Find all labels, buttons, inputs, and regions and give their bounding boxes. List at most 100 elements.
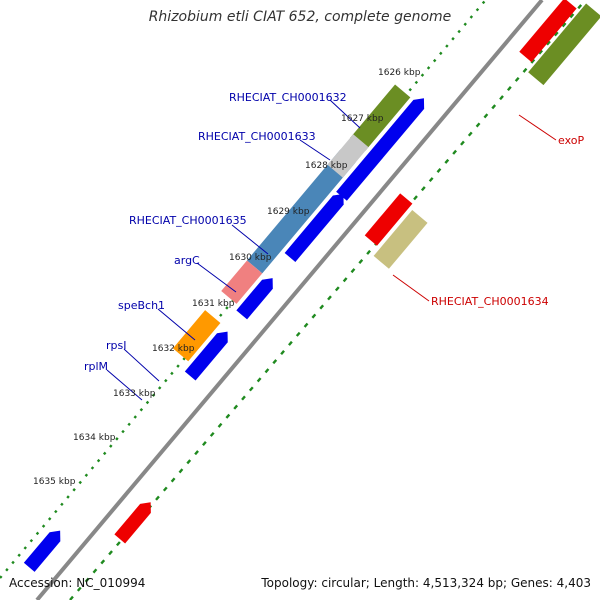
outer-tick bbox=[121, 429, 125, 434]
outer-tick bbox=[426, 66, 431, 70]
genome-backbone bbox=[35, 0, 544, 600]
gene-label: exoP bbox=[558, 134, 584, 147]
inner-tick bbox=[499, 95, 504, 101]
outer-tick bbox=[41, 524, 46, 528]
scale-label: 1631 kbp bbox=[192, 299, 235, 309]
outer-tick bbox=[17, 553, 21, 557]
outer-tick bbox=[84, 473, 89, 477]
scale-label: 1628 kbp bbox=[305, 161, 348, 171]
cds-arrow bbox=[284, 193, 344, 262]
leader-line bbox=[157, 308, 196, 341]
outer-tick bbox=[457, 29, 461, 34]
inner-tick bbox=[319, 304, 325, 310]
inner-tick bbox=[334, 286, 340, 292]
inner-tick bbox=[428, 177, 434, 183]
inner-tick bbox=[155, 495, 160, 501]
gene-label: argC bbox=[174, 254, 200, 267]
inner-tick bbox=[460, 140, 465, 146]
inner-tick bbox=[162, 486, 168, 492]
scale-label: 1627 kbp bbox=[341, 114, 384, 124]
inner-tick bbox=[444, 158, 450, 164]
scale-label: 1626 kbp bbox=[378, 68, 421, 78]
inner-tick bbox=[420, 186, 426, 192]
outer-tick bbox=[35, 531, 40, 536]
outer-tick bbox=[414, 80, 419, 85]
outer-tick bbox=[96, 458, 101, 463]
gene-label: rplM bbox=[84, 360, 108, 373]
outer-tick bbox=[420, 73, 425, 77]
inner-tick bbox=[225, 413, 231, 419]
inner-tick bbox=[514, 76, 520, 82]
gene-bar-rheciat-ch0001632 bbox=[349, 84, 411, 151]
gene-bar-rpsi bbox=[221, 260, 263, 304]
outer-tick bbox=[408, 87, 412, 92]
outer-tick bbox=[115, 437, 119, 441]
cds-arrow bbox=[23, 530, 61, 572]
outer-tick bbox=[133, 415, 137, 419]
outer-tick bbox=[66, 495, 70, 499]
inner-tick bbox=[342, 277, 348, 283]
outer-tick bbox=[145, 400, 150, 405]
outer-tick bbox=[170, 371, 174, 376]
outer-tick bbox=[11, 560, 15, 565]
inner-tick bbox=[491, 104, 497, 110]
outer-tick bbox=[157, 386, 162, 390]
outer-tick bbox=[0, 575, 3, 579]
genome-info-text: Topology: circular; Length: 4,513,324 bp… bbox=[261, 576, 591, 590]
inner-tick bbox=[280, 350, 285, 356]
outer-tick bbox=[90, 466, 95, 470]
gene-bar-rheciat-ch0001635 bbox=[327, 134, 369, 178]
outer-tick bbox=[23, 546, 27, 550]
outer-tick bbox=[445, 44, 449, 48]
scale-label: 1634 kbp bbox=[73, 433, 116, 443]
outer-tick bbox=[432, 58, 437, 63]
inner-tick bbox=[436, 167, 442, 173]
inner-tick bbox=[92, 568, 98, 574]
leader-line bbox=[392, 274, 430, 302]
gene-label: speBch1 bbox=[118, 299, 165, 312]
inner-tick bbox=[553, 31, 559, 37]
outer-tick bbox=[78, 480, 82, 485]
inner-tick bbox=[546, 40, 551, 46]
rna-bar-exop bbox=[519, 0, 577, 63]
inner-tick bbox=[69, 595, 74, 600]
outer-tick bbox=[469, 15, 474, 19]
inner-tick bbox=[100, 559, 106, 565]
inner-tick bbox=[530, 58, 536, 64]
gene-label: RHECIAT_CH0001633 bbox=[198, 130, 316, 143]
scale-label: 1630 kbp bbox=[229, 253, 272, 263]
inner-tick bbox=[186, 459, 192, 465]
leader-line bbox=[106, 369, 143, 401]
inner-tick bbox=[264, 368, 270, 374]
outer-tick bbox=[219, 313, 223, 317]
outer-tick bbox=[176, 364, 180, 368]
inner-tick bbox=[522, 67, 528, 73]
cds-arrow bbox=[336, 148, 383, 201]
outer-tick bbox=[151, 393, 156, 397]
cds-arrow bbox=[371, 98, 425, 159]
inner-tick bbox=[108, 550, 113, 556]
outer-tick bbox=[60, 502, 64, 507]
leader-line bbox=[231, 224, 269, 255]
cds-arrow bbox=[236, 278, 273, 320]
inner-tick bbox=[288, 340, 293, 346]
rna-arrow bbox=[114, 502, 151, 544]
gene-label: rpsI bbox=[106, 339, 126, 352]
cds-arrow bbox=[184, 331, 228, 381]
outer-tick bbox=[139, 408, 144, 412]
inner-tick bbox=[256, 377, 262, 383]
outer-tick bbox=[463, 22, 467, 26]
outer-tick bbox=[481, 0, 486, 5]
outer-tick bbox=[29, 538, 34, 543]
inner-tick bbox=[116, 541, 121, 547]
inner-tick bbox=[358, 259, 364, 264]
inner-tick bbox=[76, 586, 82, 592]
outer-tick bbox=[109, 444, 113, 448]
outer-tick bbox=[439, 51, 443, 56]
inner-tick bbox=[366, 249, 371, 255]
map-title: Rhizobium etli CIAT 652, complete genome bbox=[148, 9, 452, 25]
inner-tick bbox=[241, 395, 246, 401]
inner-tick bbox=[202, 441, 207, 447]
gene-label: RHECIAT_CH0001632 bbox=[229, 91, 347, 104]
inner-tick bbox=[413, 195, 418, 201]
